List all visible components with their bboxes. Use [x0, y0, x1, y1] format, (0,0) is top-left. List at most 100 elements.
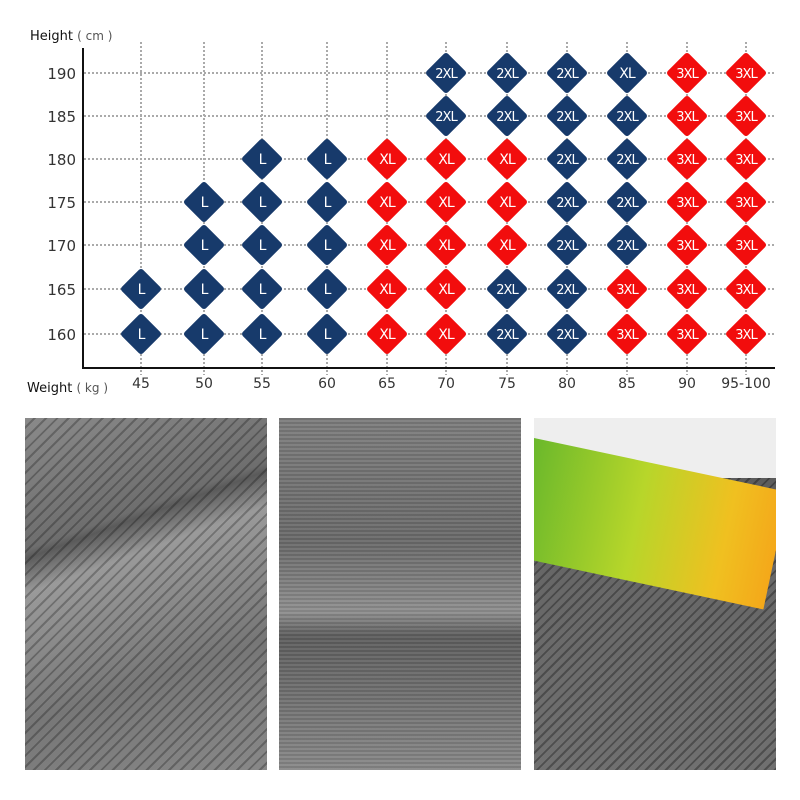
y-tick-label: 185 — [47, 108, 76, 126]
size-label: 2XL — [496, 110, 519, 125]
size-diamond — [367, 182, 407, 222]
y-tick-label: 180 — [47, 151, 76, 169]
x-tick-label: 75 — [498, 376, 516, 392]
size-label: L — [259, 152, 267, 168]
size-label: 3XL — [676, 196, 699, 211]
y-tick-label: 170 — [47, 237, 76, 255]
size-label: 3XL — [735, 328, 758, 343]
x-tick-label: 60 — [318, 376, 336, 392]
size-diamond — [367, 314, 407, 354]
size-label: 3XL — [676, 67, 699, 82]
size-diamond — [307, 314, 347, 354]
x-tick-label: 95-100 — [721, 376, 771, 392]
size-label: 3XL — [735, 283, 758, 298]
size-label: L — [259, 195, 267, 211]
size-diamond — [487, 182, 527, 222]
size-diamond — [487, 225, 527, 265]
size-diamond — [487, 139, 527, 179]
x-axis-title: Weight ( kg ) — [27, 381, 108, 396]
size-diamond — [607, 53, 647, 93]
size-label: 3XL — [735, 239, 758, 254]
size-label: 3XL — [676, 283, 699, 298]
size-chart: 190 185 180 175 170 165 160 45 50 55 60 65 70 75 80 85 9… — [47, 42, 775, 392]
size-diamond — [726, 269, 766, 309]
size-label: 2XL — [616, 110, 639, 125]
size-label: 3XL — [735, 110, 758, 125]
size-label: 3XL — [676, 153, 699, 168]
size-diamond — [667, 314, 707, 354]
size-diamond — [184, 269, 224, 309]
size-label: L — [259, 238, 267, 254]
size-diamond — [121, 314, 161, 354]
size-diamond — [307, 139, 347, 179]
size-label: L — [138, 327, 146, 343]
size-label: L — [201, 195, 209, 211]
x-tick-label: 85 — [618, 376, 636, 392]
size-label: 2XL — [616, 153, 639, 168]
size-diamond — [426, 269, 466, 309]
size-label: XL — [438, 152, 455, 168]
x-tick-label: 50 — [195, 376, 213, 392]
size-label: L — [324, 282, 332, 298]
y-tick-label: 175 — [47, 194, 76, 212]
size-diamond — [242, 225, 282, 265]
size-label: XL — [379, 152, 396, 168]
y-axis-label: Height — [30, 29, 73, 44]
size-label: 3XL — [735, 153, 758, 168]
size-label: 2XL — [556, 239, 579, 254]
x-tick-label: 55 — [253, 376, 271, 392]
size-label: 2XL — [556, 283, 579, 298]
size-diamond — [307, 225, 347, 265]
size-label: 2XL — [496, 67, 519, 82]
size-diamond — [607, 96, 647, 136]
x-tick-label: 45 — [132, 376, 150, 392]
y-axis-title: Height ( cm ) — [30, 29, 112, 44]
x-tick-label: 70 — [437, 376, 455, 392]
size-diamond — [184, 314, 224, 354]
size-label: 3XL — [676, 328, 699, 343]
y-tick-label: 190 — [47, 65, 76, 83]
size-diamond — [242, 139, 282, 179]
size-diamond — [726, 225, 766, 265]
size-diamond — [726, 182, 766, 222]
mesh-fabric-photo — [25, 418, 267, 770]
size-label: L — [259, 282, 267, 298]
y-tick-label: 160 — [47, 326, 76, 344]
size-diamond — [426, 182, 466, 222]
size-label: L — [324, 152, 332, 168]
size-label: L — [201, 238, 209, 254]
size-diamond — [487, 314, 527, 354]
waistband-photo — [534, 418, 776, 770]
size-label: L — [259, 327, 267, 343]
size-diamond — [426, 53, 466, 93]
size-label: 2XL — [496, 328, 519, 343]
x-axis-label: Weight — [27, 381, 73, 396]
size-diamond — [607, 314, 647, 354]
size-diamond — [667, 139, 707, 179]
size-label: L — [324, 327, 332, 343]
size-label: XL — [499, 195, 516, 211]
size-label: XL — [379, 282, 396, 298]
size-diamond — [547, 269, 587, 309]
size-diamond — [547, 53, 587, 93]
size-diamond — [487, 269, 527, 309]
size-diamond — [547, 182, 587, 222]
size-diamond — [667, 53, 707, 93]
size-label: 2XL — [496, 283, 519, 298]
size-label: 2XL — [616, 196, 639, 211]
size-label: XL — [438, 327, 455, 343]
size-diamond — [121, 269, 161, 309]
size-diamond — [367, 269, 407, 309]
size-diamond — [726, 139, 766, 179]
size-diamond — [547, 96, 587, 136]
x-tick-label: 65 — [378, 376, 396, 392]
size-label: 2XL — [556, 328, 579, 343]
size-label: 3XL — [616, 283, 639, 298]
size-label: 3XL — [616, 328, 639, 343]
size-diamond — [367, 139, 407, 179]
size-diamond — [426, 96, 466, 136]
size-diamond — [607, 269, 647, 309]
size-label: 2XL — [435, 67, 458, 82]
size-label: XL — [438, 282, 455, 298]
size-label: 3XL — [735, 67, 758, 82]
